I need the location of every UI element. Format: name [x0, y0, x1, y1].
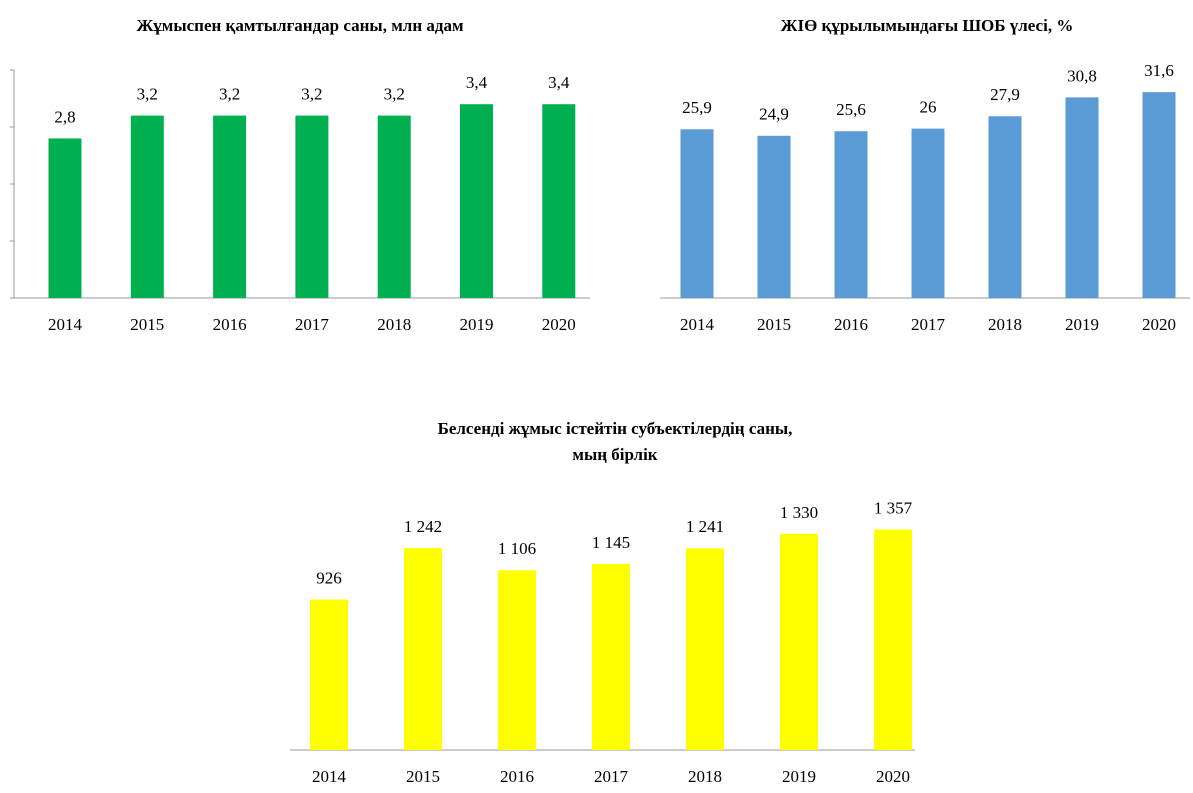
- data-label: 25,6: [836, 100, 866, 119]
- bar: [686, 548, 724, 750]
- bar: [592, 563, 630, 750]
- x-tick-label: 2015: [757, 315, 791, 334]
- x-tick-label: 2019: [460, 315, 494, 334]
- bar: [757, 135, 791, 298]
- x-tick-label: 2016: [213, 315, 247, 334]
- bar: [460, 104, 493, 298]
- x-tick-label: 2015: [130, 315, 164, 334]
- bar: [295, 115, 329, 298]
- bar: [377, 115, 411, 298]
- data-label: 3,4: [466, 73, 488, 92]
- data-label: 27,9: [990, 85, 1020, 104]
- x-tick-label: 2018: [377, 315, 411, 334]
- data-label: 3,2: [219, 85, 240, 104]
- bar: [542, 104, 576, 298]
- x-tick-label: 2019: [1065, 315, 1099, 334]
- data-label: 1 241: [686, 517, 724, 536]
- data-label: 2,8: [54, 107, 75, 126]
- bar: [498, 570, 536, 750]
- data-label: 1 106: [498, 539, 536, 558]
- x-tick-label: 2017: [295, 315, 330, 334]
- data-label: 25,9: [682, 98, 712, 117]
- x-tick-label: 2014: [680, 315, 715, 334]
- data-label: 1 330: [780, 503, 818, 522]
- bar: [213, 115, 247, 298]
- bar: [1142, 92, 1176, 298]
- bar: [1065, 97, 1099, 298]
- bar: [834, 131, 868, 298]
- chart-title: мың бірлік: [572, 445, 657, 464]
- data-label: 31,6: [1144, 61, 1174, 80]
- bar: [780, 533, 818, 750]
- data-label: 3,2: [384, 85, 405, 104]
- data-label: 926: [316, 568, 342, 587]
- chart-title: Белсенді жұмыс істейтін субъектілердің с…: [438, 419, 793, 438]
- data-label: 3,2: [301, 85, 322, 104]
- bar: [988, 116, 1022, 298]
- chart-title: ЖІӨ құрылымындағы ШОБ үлесі, %: [781, 16, 1074, 35]
- bar: [911, 128, 945, 298]
- bar: [48, 138, 82, 298]
- x-tick-label: 2020: [542, 315, 576, 334]
- bar: [310, 599, 348, 750]
- x-tick-label: 2016: [500, 767, 534, 786]
- data-label: 26: [920, 98, 937, 117]
- bar: [874, 529, 912, 750]
- x-tick-label: 2017: [911, 315, 946, 334]
- data-label: 1 145: [592, 533, 630, 552]
- data-label: 24,9: [759, 105, 789, 124]
- bar: [130, 115, 164, 298]
- data-label: 1 242: [404, 517, 442, 536]
- x-tick-label: 2019: [782, 767, 816, 786]
- x-tick-label: 2018: [988, 315, 1022, 334]
- data-label: 3,2: [137, 85, 158, 104]
- bar: [680, 129, 714, 298]
- x-tick-label: 2016: [834, 315, 868, 334]
- bar: [404, 548, 442, 750]
- data-label: 3,4: [548, 73, 570, 92]
- data-label: 30,8: [1067, 66, 1097, 85]
- x-tick-label: 2015: [406, 767, 440, 786]
- data-label: 1 357: [874, 498, 913, 517]
- x-tick-label: 2018: [688, 767, 722, 786]
- x-tick-label: 2020: [876, 767, 910, 786]
- x-tick-label: 2014: [312, 767, 347, 786]
- chart-title: Жұмыспен қамтылғандар саны, млн адам: [136, 16, 464, 35]
- x-tick-label: 2017: [594, 767, 629, 786]
- x-tick-label: 2014: [48, 315, 83, 334]
- x-tick-label: 2020: [1142, 315, 1176, 334]
